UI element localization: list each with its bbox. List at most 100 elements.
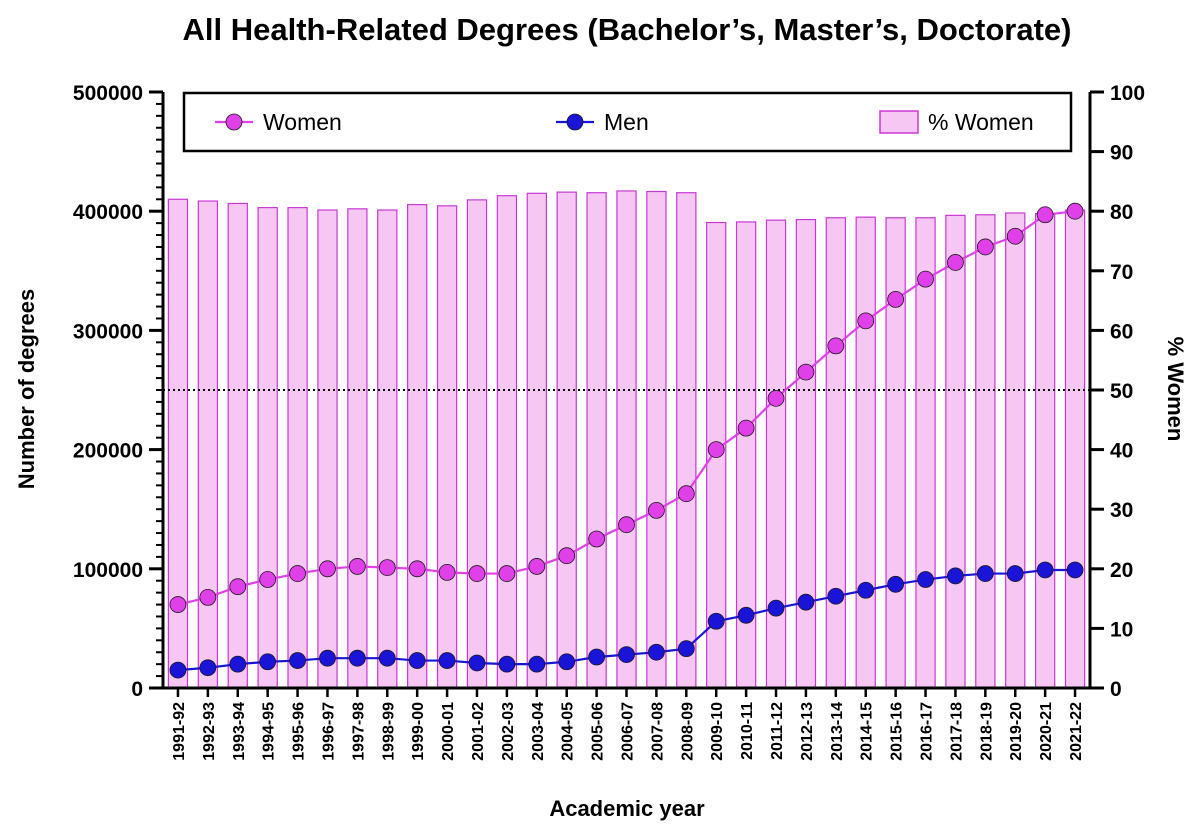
y-axis-right-title: % Women xyxy=(1163,337,1188,442)
point-men-2003-04 xyxy=(528,655,546,673)
y-left-tick-label-300000: 300000 xyxy=(73,320,143,343)
legend-label-men: Men xyxy=(604,109,649,135)
x-tick-label-1997-98: 1997-98 xyxy=(350,702,367,761)
point-women-2010-11 xyxy=(737,419,755,437)
bar-percent-women-2018-19 xyxy=(975,214,996,689)
x-tick-label-2009-10: 2009-10 xyxy=(709,702,726,761)
x-tick-label-1992-93: 1992-93 xyxy=(201,702,218,761)
y-left-tick-label-500000: 500000 xyxy=(73,82,143,105)
x-tick-label-2021-22: 2021-22 xyxy=(1068,702,1085,761)
point-men-2016-17 xyxy=(917,571,934,588)
point-women-2021-22 xyxy=(1066,202,1084,220)
y-left-tick-label-100000: 100000 xyxy=(73,559,143,582)
x-tick-label-2019-20: 2019-20 xyxy=(1008,702,1025,761)
x-tick-label-2018-19: 2018-19 xyxy=(978,702,995,761)
x-tick-label-2013-14: 2013-14 xyxy=(829,702,846,761)
x-tick-label-2012-13: 2012-13 xyxy=(799,702,816,761)
bar-percent-women-2016-17 xyxy=(915,217,936,689)
point-men-2019-20 xyxy=(1006,565,1024,582)
bar-percent-women-2006-07 xyxy=(616,190,637,689)
point-men-2015-16 xyxy=(887,575,905,593)
bar-percent-women-1991-92 xyxy=(167,198,189,689)
point-men-2017-18 xyxy=(947,567,964,585)
y-right-tick-label-50: 50 xyxy=(1110,380,1133,403)
point-women-1994-95 xyxy=(259,571,277,588)
x-tick-label-2008-09: 2008-09 xyxy=(679,702,696,761)
legend-box xyxy=(182,91,1073,153)
point-women-1996-97 xyxy=(319,560,336,578)
point-women-2017-18 xyxy=(947,254,964,271)
chart-title: All Health-Related Degrees (Bachelor’s, … xyxy=(183,12,1072,47)
x-tick-label-2010-11: 2010-11 xyxy=(739,702,756,760)
point-men-2010-11 xyxy=(737,606,755,624)
point-women-2005-06 xyxy=(588,530,605,548)
bar-percent-women-1992-93 xyxy=(197,200,219,689)
y-right-tick-label-40: 40 xyxy=(1110,440,1133,463)
bar-percent-women-1998-99 xyxy=(377,209,398,689)
point-women-2006-07 xyxy=(618,516,635,534)
point-men-2021-22 xyxy=(1066,561,1084,579)
point-women-2004-05 xyxy=(558,547,576,565)
point-men-2008-09 xyxy=(677,640,695,658)
point-men-1998-99 xyxy=(378,649,396,667)
point-men-2011-12 xyxy=(767,599,785,617)
x-tick-label-1993-94: 1993-94 xyxy=(231,702,248,761)
bar-percent-women-2000-01 xyxy=(436,205,458,689)
bar-percent-women-2005-06 xyxy=(586,192,607,689)
point-men-2007-08 xyxy=(648,643,665,661)
point-women-1993-94 xyxy=(229,578,247,596)
bars-layer xyxy=(167,190,1086,689)
legend-marker-women xyxy=(225,113,243,131)
point-women-2018-19 xyxy=(976,238,994,256)
y-right-tick-label-10: 10 xyxy=(1110,618,1133,641)
bar-percent-women-2011-12 xyxy=(765,219,787,689)
point-men-1994-95 xyxy=(259,653,277,671)
x-tick-label-1996-97: 1996-97 xyxy=(320,702,337,761)
x-tick-label-2000-01: 2000-01 xyxy=(440,702,457,761)
bar-percent-women-1999-00 xyxy=(407,204,428,689)
point-women-2011-12 xyxy=(767,389,785,407)
bar-percent-women-2021-22 xyxy=(1064,209,1086,689)
point-men-1992-93 xyxy=(199,659,217,677)
y-axis-left-title: Number of degrees xyxy=(14,289,39,490)
x-tick-label-2005-06: 2005-06 xyxy=(590,702,607,761)
point-women-2015-16 xyxy=(887,291,905,308)
point-women-1991-92 xyxy=(169,596,187,613)
point-women-2002-03 xyxy=(498,565,516,582)
point-men-2009-10 xyxy=(707,612,725,630)
bar-percent-women-1995-96 xyxy=(287,207,308,689)
point-men-2020-21 xyxy=(1036,561,1054,579)
point-men-1995-96 xyxy=(289,652,306,669)
point-men-2006-07 xyxy=(618,646,635,664)
point-men-2000-01 xyxy=(438,652,456,669)
x-tick-label-2020-21: 2020-21 xyxy=(1038,702,1055,761)
point-men-2018-19 xyxy=(976,565,994,582)
point-women-2014-15 xyxy=(857,312,875,330)
x-tick-label-2001-02: 2001-02 xyxy=(470,702,487,761)
x-tick-label-1994-95: 1994-95 xyxy=(261,702,278,761)
legend-label-women: Women xyxy=(263,109,342,135)
bar-percent-women-2014-15 xyxy=(855,216,876,689)
y-right-tick-label-70: 70 xyxy=(1110,261,1133,284)
x-axis-title: Academic year xyxy=(549,796,705,821)
point-men-2013-14 xyxy=(827,587,845,605)
x-tick-label-2016-17: 2016-17 xyxy=(919,702,936,761)
bar-percent-women-2002-03 xyxy=(496,195,518,689)
x-tick-label-1995-96: 1995-96 xyxy=(291,702,308,761)
bar-percent-women-2003-04 xyxy=(526,192,547,689)
point-women-1995-96 xyxy=(289,565,306,582)
x-tick-label-1998-99: 1998-99 xyxy=(380,702,397,761)
point-men-2005-06 xyxy=(588,648,605,666)
lines-layer xyxy=(169,202,1084,679)
bar-percent-women-1994-95 xyxy=(257,207,278,689)
bar-percent-women-1996-97 xyxy=(317,209,338,689)
x-tick-label-2002-03: 2002-03 xyxy=(500,702,517,761)
point-women-1992-93 xyxy=(199,589,217,606)
bar-percent-women-2008-09 xyxy=(676,192,697,689)
legend-marker-men xyxy=(566,113,584,131)
point-women-1997-98 xyxy=(348,558,366,575)
point-men-1999-00 xyxy=(408,652,426,669)
point-men-2014-15 xyxy=(857,581,875,599)
point-women-2019-20 xyxy=(1006,227,1024,245)
